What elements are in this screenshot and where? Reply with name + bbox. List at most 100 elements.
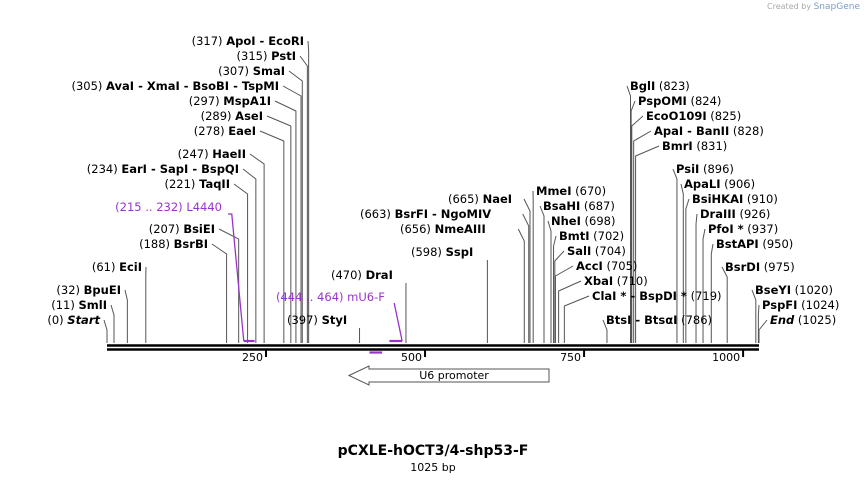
primer-leader: [393, 302, 403, 342]
enzyme-label: (307) SmaI: [218, 64, 285, 78]
primer-annotations: (215 .. 232) L4440 (444 .. 464) mU6-F: [115, 200, 403, 354]
enzyme-label: ApaLI (906): [684, 177, 755, 191]
cut-site-line: [563, 295, 590, 343]
cut-site-line: [124, 289, 128, 343]
cut-site-line: [103, 319, 108, 343]
enzyme-label: BsrDI (975): [725, 260, 795, 274]
cut-site-line: [242, 168, 257, 343]
axis-tick-label: 250: [242, 351, 263, 364]
construct-length: 1025 bp: [410, 461, 456, 474]
enzyme-label: End (1025): [770, 313, 836, 327]
enzyme-label: (247) HaeII: [178, 147, 246, 161]
cut-site-line: [547, 220, 552, 343]
enzyme-label: AccI (705): [576, 259, 637, 273]
enzyme-label: (665) NaeI: [448, 192, 512, 206]
enzyme-label: (61) EciI: [92, 260, 142, 274]
credit-prefix: Created by: [767, 2, 812, 11]
cut-site-line: [211, 243, 228, 343]
cut-site-line: [702, 228, 706, 343]
construct-name: pCXLE-hOCT3/4-shp53-F: [337, 443, 529, 459]
cut-site-line: [757, 304, 760, 343]
enzyme-label: PsiI (896): [676, 162, 734, 176]
enzyme-label: (221) TaqII: [164, 177, 230, 191]
enzyme-label: (598) SspI: [411, 245, 473, 259]
axis-ticks: 250 500 750 1000: [242, 350, 745, 364]
enzyme-label: (234) EarI - SapI - BspQI: [87, 162, 239, 176]
cut-site-line: [635, 145, 660, 343]
cut-site-line: [288, 70, 303, 343]
feature-annotations: U6 promoter: [347, 365, 550, 386]
primer-label: (215 .. 232) L4440: [115, 200, 222, 214]
cut-site-line: [282, 85, 302, 343]
enzyme-label: NheI (698): [551, 214, 615, 228]
enzyme-label: BsaHI (687): [543, 199, 615, 213]
cut-site-line: [218, 228, 240, 343]
snapgene-credit: Created by SnapGene: [767, 2, 860, 12]
cut-site-line: [602, 319, 608, 343]
feature-label: U6 promoter: [419, 369, 489, 382]
enzyme-label: EcoO109I (825): [646, 109, 741, 123]
cut-site-line: [539, 205, 545, 343]
enzyme-label: (397) StyI: [287, 313, 347, 327]
cut-site-line: [695, 213, 698, 343]
enzyme-label: (32) BpuEI: [56, 283, 121, 297]
enzyme-label: BsiHKAI (910): [692, 192, 778, 206]
enzyme-label: BmtI (702): [559, 229, 624, 243]
cut-site-line: [631, 115, 644, 343]
cut-site-line: [523, 198, 531, 343]
enzyme-label: BglI (823): [630, 79, 690, 93]
enzyme-label: PspOMI (824): [638, 94, 721, 108]
enzyme-label: ClaI * - BspDI * (719): [592, 289, 722, 303]
enzyme-label: PspFI (1024): [762, 298, 839, 312]
cut-site-line: [630, 100, 636, 343]
cut-site-line: [680, 183, 684, 343]
enzyme-label: DraIII (926): [700, 207, 770, 221]
enzyme-label: (188) BsrBI: [139, 237, 208, 251]
cut-site-line: [522, 213, 530, 343]
cut-site-line: [685, 198, 690, 343]
enzyme-label: (297) MspA1I: [189, 94, 271, 108]
enzyme-label: (0) Start: [47, 313, 100, 327]
cut-site-line: [554, 250, 565, 343]
primer-label: (444 .. 464) mU6-F: [276, 290, 385, 304]
enzyme-label: (278) EaeI: [194, 124, 256, 138]
cut-site-line: [517, 228, 525, 343]
cut-site-line: [672, 168, 678, 343]
enzyme-label: (663) BsrFI - NgoMIV: [360, 207, 491, 221]
enzyme-label: PfoI * (937): [708, 222, 778, 236]
enzyme-label: (305) AvaI - XmaI - BsoBI - TspMI: [71, 79, 279, 93]
cut-site-lines: [103, 40, 768, 343]
enzyme-label: (470) DraI: [331, 268, 393, 282]
cut-site-line: [721, 266, 728, 343]
credit-brand: SnapGene: [813, 2, 860, 12]
feature-arrow: [347, 365, 550, 386]
cut-site-line: [233, 183, 249, 343]
enzyme-label: BtsI - BtsαI (786): [606, 313, 712, 327]
cut-site-line: [710, 243, 714, 343]
cut-site-line: [554, 265, 574, 343]
cut-site-line: [553, 235, 557, 343]
enzyme-label: ApaI - BanII (828): [654, 124, 764, 138]
cut-site-line: [626, 85, 632, 343]
enzyme-label: (656) NmeAIII: [400, 222, 486, 236]
enzyme-label: (207) BsiEI: [149, 222, 215, 236]
primer-leader: [228, 213, 245, 342]
enzyme-label: BstAPI (950): [716, 237, 793, 251]
cut-site-line: [110, 304, 115, 343]
cut-site-line: [266, 115, 292, 343]
cut-site-line: [259, 130, 285, 343]
cut-site-line: [558, 280, 582, 343]
enzyme-labels: (0) Start(11) SmlI(32) BpuEI (61) EciI (18…: [47, 34, 839, 327]
enzyme-label: BseYI (1020): [755, 283, 833, 297]
enzyme-label: (11) SmlI: [51, 298, 107, 312]
enzyme-label: SalI (704): [567, 244, 626, 258]
axis-tick-label: 1000: [712, 351, 740, 364]
enzyme-label: (317) ApoI - EcoRI: [192, 34, 304, 48]
enzyme-label: (289) AseI: [201, 109, 263, 123]
cut-site-line: [751, 289, 757, 343]
cut-site-line: [758, 319, 768, 343]
enzyme-label: MmeI (670): [536, 184, 606, 198]
cut-site-line: [299, 55, 308, 343]
cut-site-line: [307, 40, 310, 343]
